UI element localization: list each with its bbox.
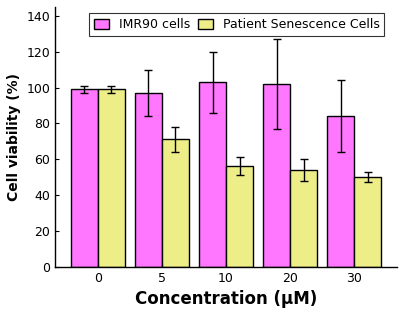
Bar: [226, 166, 253, 266]
Bar: [71, 89, 98, 266]
Bar: [98, 89, 125, 266]
Bar: [328, 116, 354, 266]
Bar: [199, 82, 226, 266]
Legend: IMR90 cells, Patient Senescence Cells: IMR90 cells, Patient Senescence Cells: [89, 13, 384, 36]
Bar: [135, 93, 162, 266]
Bar: [354, 177, 382, 266]
Y-axis label: Cell viability (%): Cell viability (%): [7, 73, 21, 201]
X-axis label: Concentration (μM): Concentration (μM): [135, 290, 317, 308]
Bar: [162, 140, 189, 266]
Bar: [290, 170, 317, 266]
Bar: [263, 84, 290, 266]
